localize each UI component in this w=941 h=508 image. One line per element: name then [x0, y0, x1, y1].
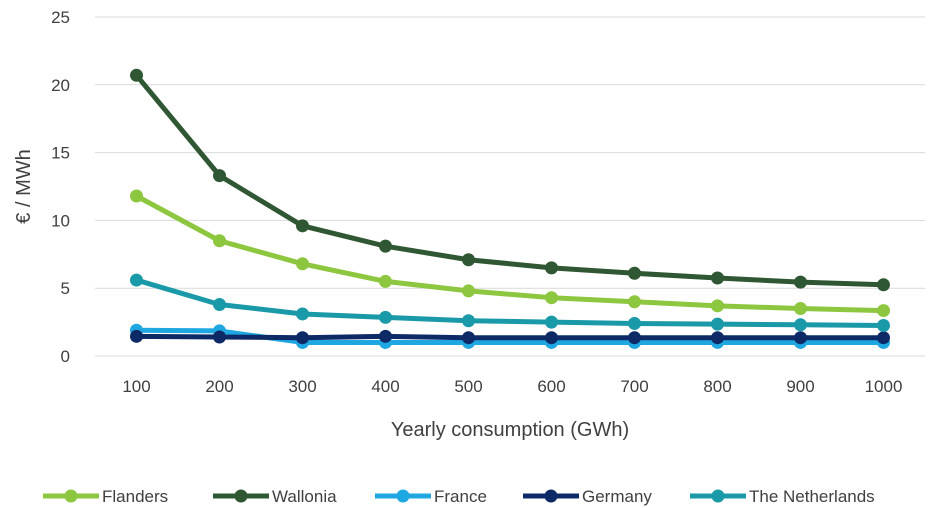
x-tick-label: 1000 [865, 377, 903, 396]
data-point [628, 266, 641, 280]
data-point [628, 316, 641, 330]
gridlines [95, 16, 925, 357]
series-line [134, 333, 886, 341]
legend-label: France [434, 487, 487, 506]
legend-marker [234, 489, 248, 503]
data-point [877, 331, 890, 345]
series-line [134, 193, 886, 314]
data-point [877, 278, 890, 292]
y-tick-label: 20 [51, 76, 70, 95]
data-point [379, 310, 392, 324]
legend-item: Germany [523, 487, 652, 506]
legend-label: The Netherlands [749, 487, 875, 506]
data-point [462, 253, 475, 267]
data-point [711, 271, 724, 285]
x-tick-label: 700 [620, 377, 648, 396]
legend: Flanders Wallonia France Germany The Netherl… [43, 487, 875, 506]
legend-item: Wallonia [213, 487, 337, 506]
x-tick-label: 800 [703, 377, 731, 396]
data-point [379, 239, 392, 253]
data-point [213, 330, 226, 344]
x-tick-label: 200 [205, 377, 233, 396]
y-tick-label: 10 [51, 211, 70, 230]
y-tick-label: 5 [61, 279, 70, 298]
data-point [628, 331, 641, 345]
x-tick-labels: 100 200 300 400 500 600 700 800 900 1000 [122, 377, 902, 396]
data-point [545, 315, 558, 329]
data-point [130, 329, 143, 343]
legend-label: Germany [582, 487, 652, 506]
data-point [213, 234, 226, 248]
series-flanders [130, 189, 890, 318]
y-axis-title: € / MWh [13, 149, 35, 223]
legend-marker [396, 489, 410, 503]
y-tick-label: 25 [51, 8, 70, 27]
data-point [130, 273, 143, 287]
legend-marker [544, 489, 558, 503]
data-point [545, 291, 558, 305]
data-point [794, 318, 807, 332]
x-tick-label: 600 [537, 377, 565, 396]
data-point [462, 284, 475, 298]
data-point [877, 318, 890, 332]
x-tick-label: 400 [371, 377, 399, 396]
x-tick-label: 500 [454, 377, 482, 396]
series-line [134, 277, 886, 328]
data-point [711, 317, 724, 331]
y-tick-labels: 0 5 10 15 20 25 [51, 8, 70, 366]
legend-label: Wallonia [272, 487, 337, 506]
legend-marker [711, 489, 725, 503]
series-lines [130, 68, 890, 349]
series-the-netherlands [130, 273, 890, 332]
data-point [877, 304, 890, 318]
x-tick-label: 900 [786, 377, 814, 396]
data-point [213, 297, 226, 311]
data-point [545, 261, 558, 275]
data-point [213, 169, 226, 183]
data-point [794, 302, 807, 316]
x-axis-title: Yearly consumption (GWh) [391, 419, 629, 441]
data-point [794, 275, 807, 289]
x-tick-label: 300 [288, 377, 316, 396]
series-wallonia [130, 68, 890, 292]
data-point [130, 68, 143, 82]
data-point [130, 189, 143, 203]
data-point [379, 329, 392, 343]
data-point [711, 299, 724, 313]
data-point [296, 219, 309, 233]
x-tick-label: 100 [122, 377, 150, 396]
data-point [711, 331, 724, 345]
y-tick-label: 15 [51, 144, 70, 163]
data-point [462, 331, 475, 345]
data-point [296, 257, 309, 271]
series-line [134, 72, 886, 288]
data-point [794, 331, 807, 345]
y-tick-label: 0 [61, 347, 70, 366]
legend-item: Flanders [43, 487, 168, 506]
data-point [296, 331, 309, 345]
legend-marker [64, 489, 78, 503]
data-point [545, 331, 558, 345]
data-point [462, 314, 475, 328]
legend-item: The Netherlands [690, 487, 875, 506]
series-germany [130, 329, 890, 345]
data-point [379, 274, 392, 288]
data-point [628, 295, 641, 309]
legend-label: Flanders [102, 487, 168, 506]
legend-item: France [375, 487, 487, 506]
data-point [296, 307, 309, 321]
